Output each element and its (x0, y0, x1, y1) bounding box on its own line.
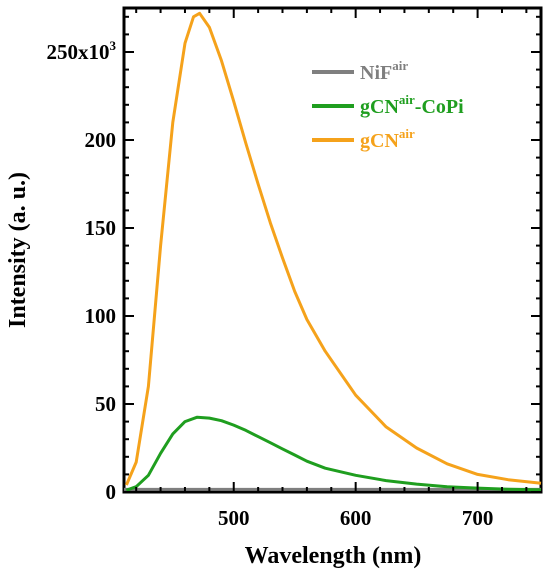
x-tick-label: 600 (340, 506, 372, 530)
x-tick-label: 500 (218, 506, 250, 530)
y-tick-label: 150 (85, 216, 117, 240)
legend-label-1: NiFair (360, 58, 408, 84)
plot-frame (122, 6, 543, 494)
y-tick-label: 250x103 (47, 38, 117, 64)
y-tick-label: 100 (85, 304, 117, 328)
y-tick-label: 50 (95, 392, 116, 416)
y-axis-title: Intensity (a. u.) (5, 172, 31, 328)
series-line-2 (125, 415, 542, 492)
series-line-3 (125, 11, 542, 486)
tick-layer: 500 600 700 0 50 100 150 200 250x103 (47, 8, 541, 530)
y-tick-label: 200 (85, 128, 117, 152)
x-tick-label: 700 (462, 506, 494, 530)
x-axis-title: Wavelength (nm) (245, 543, 422, 569)
series-layer (124, 11, 542, 492)
legend: NiFair gCNair-CoPi gCNair (312, 58, 464, 152)
legend-label-2: gCNair-CoPi (360, 92, 464, 118)
y-tick-label: 0 (106, 480, 117, 504)
legend-label-3: gCNair (360, 126, 415, 152)
